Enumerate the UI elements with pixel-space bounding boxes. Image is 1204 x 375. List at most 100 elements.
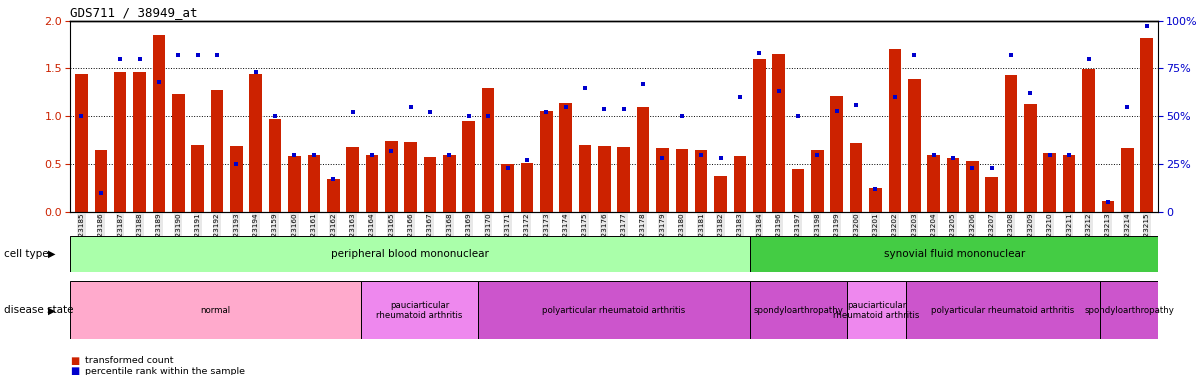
Text: normal: normal (201, 306, 231, 315)
Bar (268, 119, 282, 212)
Text: ■: ■ (70, 366, 79, 375)
Text: GSM23197: GSM23197 (795, 213, 801, 252)
Bar (985, 177, 998, 212)
Text: GSM23177: GSM23177 (621, 213, 627, 252)
Text: GSM23199: GSM23199 (833, 213, 839, 252)
Text: GSM23187: GSM23187 (117, 213, 123, 252)
Text: GSM23191: GSM23191 (195, 213, 201, 252)
Text: GSM23176: GSM23176 (601, 213, 607, 252)
Bar (1140, 38, 1153, 212)
Text: GSM23181: GSM23181 (698, 213, 704, 252)
Text: GSM23208: GSM23208 (1008, 213, 1014, 252)
Bar (946, 158, 960, 212)
Text: GSM23214: GSM23214 (1125, 213, 1131, 252)
Text: spondyloarthropathy: spondyloarthropathy (754, 306, 844, 315)
Text: GSM23179: GSM23179 (660, 213, 666, 252)
Bar (288, 156, 301, 212)
Bar (478, 281, 750, 339)
Bar (1082, 69, 1094, 212)
Text: GSM23183: GSM23183 (737, 213, 743, 252)
Text: GSM23186: GSM23186 (98, 213, 104, 252)
Text: GSM23215: GSM23215 (1144, 213, 1150, 252)
Bar (424, 158, 436, 212)
Bar (347, 147, 359, 212)
Text: GSM23164: GSM23164 (368, 213, 374, 252)
Bar (95, 150, 107, 212)
Text: GDS711 / 38949_at: GDS711 / 38949_at (70, 6, 197, 20)
Text: GSM23194: GSM23194 (253, 213, 259, 252)
Text: cell type: cell type (4, 249, 48, 259)
Bar (75, 74, 88, 212)
Bar (249, 74, 262, 212)
Text: GSM23180: GSM23180 (679, 213, 685, 252)
Bar (307, 154, 320, 212)
Text: GSM23203: GSM23203 (911, 213, 917, 252)
Bar (70, 236, 750, 272)
Text: GSM23161: GSM23161 (311, 213, 317, 252)
Text: GSM23200: GSM23200 (854, 213, 860, 252)
Text: GSM23182: GSM23182 (718, 213, 724, 252)
Text: GSM23209: GSM23209 (1027, 213, 1033, 252)
Bar (598, 146, 610, 212)
Bar (361, 281, 478, 339)
Text: GSM23184: GSM23184 (756, 213, 762, 252)
Bar (889, 50, 901, 212)
Bar (908, 79, 921, 212)
Bar (385, 141, 397, 212)
Text: GSM23162: GSM23162 (330, 213, 336, 252)
Bar (134, 72, 146, 212)
Bar (905, 281, 1100, 339)
Text: GSM23169: GSM23169 (466, 213, 472, 252)
Text: polyarticular rheumatoid arthritis: polyarticular rheumatoid arthritis (931, 306, 1074, 315)
Text: GSM23211: GSM23211 (1067, 213, 1072, 252)
Bar (714, 176, 727, 212)
Text: percentile rank within the sample: percentile rank within the sample (85, 367, 246, 375)
Bar (211, 90, 223, 212)
Text: pauciarticular
rheumatoid arthritis: pauciarticular rheumatoid arthritis (833, 301, 920, 320)
Text: ▶: ▶ (48, 305, 55, 315)
Bar (966, 161, 979, 212)
Bar (1044, 153, 1056, 212)
Text: GSM23198: GSM23198 (814, 213, 820, 252)
Text: GSM23173: GSM23173 (543, 213, 549, 252)
Bar (1100, 281, 1158, 339)
Bar (443, 154, 456, 212)
Text: GSM23188: GSM23188 (136, 213, 142, 252)
Text: GSM23193: GSM23193 (234, 213, 240, 252)
Bar (750, 281, 848, 339)
Text: GSM23206: GSM23206 (969, 213, 975, 252)
Bar (752, 59, 766, 212)
Text: GSM23196: GSM23196 (775, 213, 781, 252)
Text: GSM23212: GSM23212 (1086, 213, 1092, 252)
Text: transformed count: transformed count (85, 356, 175, 365)
Text: GSM23172: GSM23172 (524, 213, 530, 252)
Bar (1063, 154, 1075, 212)
Text: GSM23205: GSM23205 (950, 213, 956, 252)
Text: GSM23175: GSM23175 (582, 213, 588, 252)
Bar (405, 142, 417, 212)
Bar (869, 188, 881, 212)
Text: GSM23213: GSM23213 (1105, 213, 1111, 252)
Text: GSM23160: GSM23160 (291, 213, 297, 252)
Bar (772, 54, 785, 212)
Bar (462, 121, 476, 212)
Text: GSM23174: GSM23174 (562, 213, 568, 252)
Bar (848, 281, 905, 339)
Bar (1005, 75, 1017, 212)
Bar (560, 103, 572, 212)
Text: GSM23163: GSM23163 (349, 213, 355, 252)
Bar (70, 281, 361, 339)
Text: pauciarticular
rheumatoid arthritis: pauciarticular rheumatoid arthritis (377, 301, 462, 320)
Text: GSM23159: GSM23159 (272, 213, 278, 252)
Text: GSM23165: GSM23165 (389, 213, 395, 252)
Bar (172, 94, 184, 212)
Text: GSM23189: GSM23189 (157, 213, 161, 252)
Bar (230, 146, 243, 212)
Text: GSM23190: GSM23190 (176, 213, 182, 252)
Bar (811, 150, 824, 212)
Bar (1121, 148, 1133, 212)
Bar (750, 236, 1158, 272)
Text: GSM23168: GSM23168 (447, 213, 453, 252)
Bar (792, 169, 804, 212)
Text: peripheral blood mononuclear: peripheral blood mononuclear (331, 249, 489, 259)
